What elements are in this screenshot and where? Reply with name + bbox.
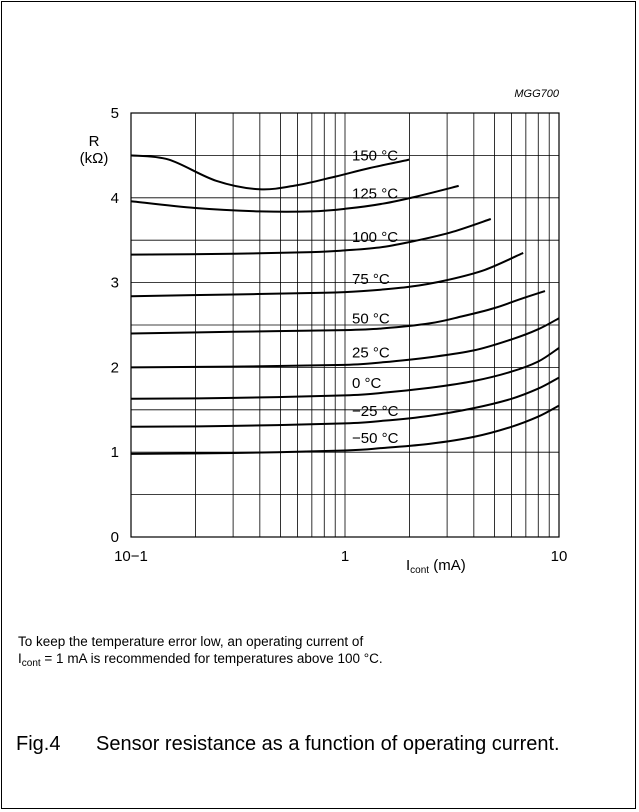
series-label: 150 °C (352, 147, 398, 164)
series-line (130, 290, 546, 335)
series-line (130, 184, 459, 213)
figure-caption: Fig.4 Sensor resistance as a function of … (16, 730, 616, 759)
series-label: 0 °C (352, 375, 382, 392)
x-axis-label-unit: (mA) (429, 557, 466, 574)
figure-number: Fig.4 (16, 733, 61, 755)
x-tick-label: 10 (551, 548, 568, 565)
y-axis-label: R (kΩ) (74, 133, 114, 167)
series-line (130, 317, 560, 369)
y-tick-label: 1 (111, 444, 119, 461)
y-tick-label: 0 (111, 529, 119, 546)
series-line (130, 251, 524, 298)
x-axis-label-subscript: cont (410, 565, 430, 576)
series-line (130, 376, 560, 428)
series-label: 75 °C (352, 271, 390, 288)
series-line (130, 218, 492, 256)
x-axis-label-symbol: I (406, 557, 411, 574)
series-label: 100 °C (352, 229, 398, 246)
note-line-2: Icont = 1 mA is recommended for temperat… (18, 650, 383, 672)
plot-frame (130, 112, 560, 538)
y-axis-label-unit: (kΩ) (79, 150, 109, 167)
resistance-chart: 0 1 2 3 4 5 10−1 1 10 MGG700 150 °C 125 °C 100 °C 75 … (111, 88, 568, 565)
note: To keep the temperature error low, an op… (18, 633, 383, 672)
x-tick-label: 10−1 (114, 548, 148, 565)
caption-text: Sensor resistance as a function of opera… (96, 733, 560, 755)
note-current-symbol: I (18, 651, 22, 666)
y-tick-label: 5 (111, 105, 119, 122)
x-tick-label: 1 (341, 548, 349, 565)
x-axis-label: Icont (mA) (406, 557, 466, 576)
figure-code: MGG700 (514, 88, 560, 100)
series-label: −25 °C (352, 403, 399, 420)
note-current-subscript: cont (21, 658, 41, 669)
y-tick-label: 2 (111, 359, 119, 376)
series-label: 25 °C (352, 344, 390, 361)
y-tick-label: 3 (111, 275, 119, 292)
series-line (130, 154, 410, 191)
series-line (130, 404, 560, 455)
series-label: 50 °C (352, 310, 390, 327)
y-tick-label: 4 (111, 190, 119, 207)
series-label: −50 °C (352, 430, 399, 447)
note-line-1: To keep the temperature error low, an op… (18, 634, 364, 649)
series-label: 125 °C (352, 186, 398, 203)
series-line (130, 347, 560, 400)
y-axis-label-symbol: R (88, 133, 100, 150)
note-line-2-text: = 1 mA is recommended for temperatures a… (40, 651, 383, 666)
